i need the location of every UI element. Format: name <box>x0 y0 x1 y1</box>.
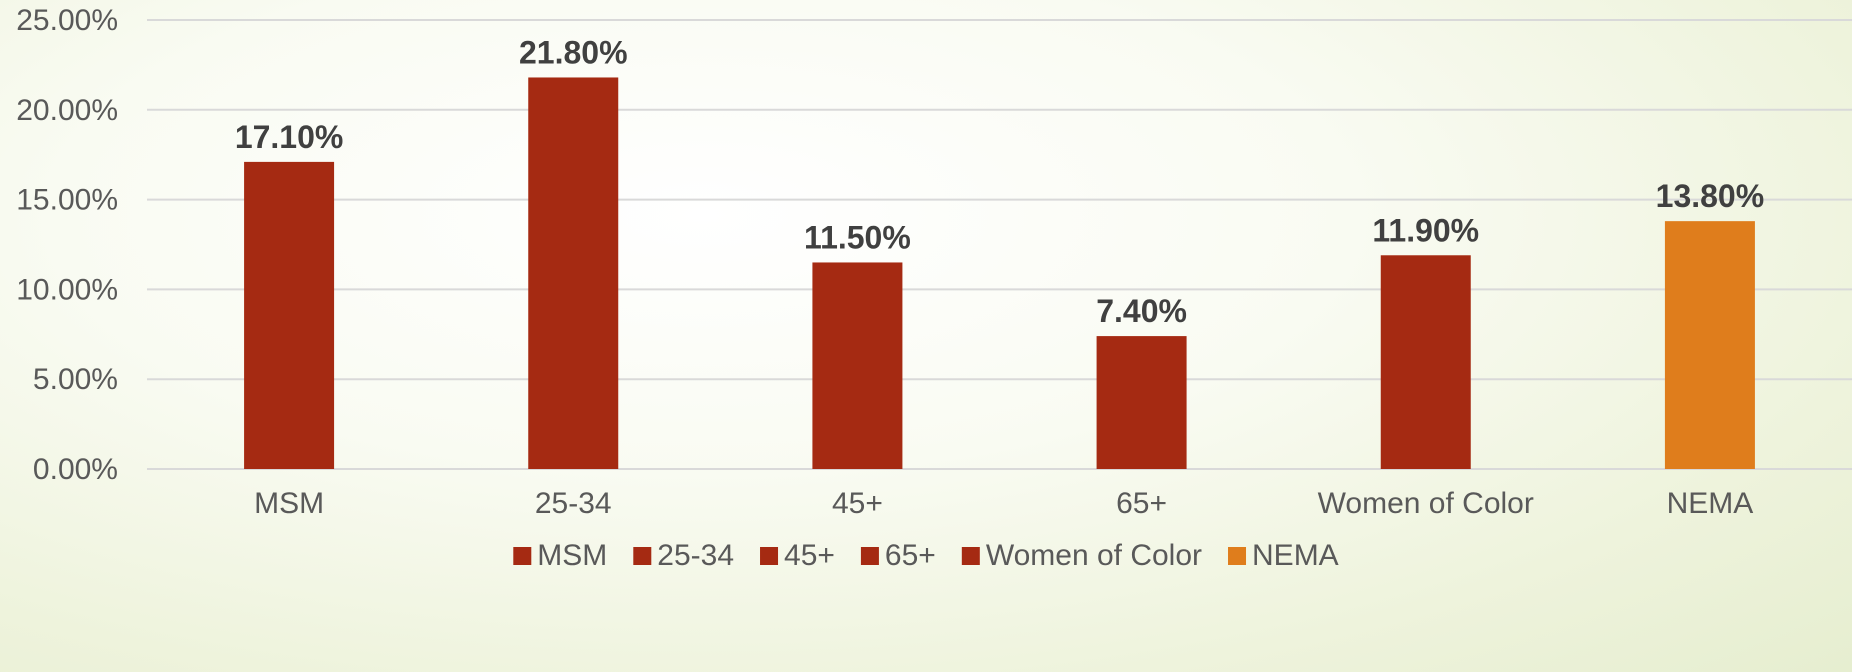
x-tick-label: Women of Color <box>1318 487 1534 520</box>
legend-swatch <box>760 547 779 565</box>
x-tick-label: MSM <box>254 487 324 520</box>
legend-label: 25-34 <box>657 539 734 572</box>
legend-label: NEMA <box>1252 539 1339 572</box>
bar-1 <box>528 77 619 470</box>
bar-0 <box>244 161 335 469</box>
data-label: 13.80% <box>1656 178 1765 214</box>
legend-label: Women of Color <box>986 539 1202 572</box>
y-tick-label: 15.00% <box>16 184 118 217</box>
data-label: 11.90% <box>1372 212 1479 248</box>
y-tick-label: 5.00% <box>33 363 118 396</box>
gridlines <box>147 19 1852 470</box>
legend: MSM 25-34 45+ 65+ Women of Color NEMA <box>513 539 1339 572</box>
bar-4 <box>1380 255 1471 469</box>
data-label: 7.40% <box>1096 293 1187 329</box>
legend-swatch <box>1228 547 1247 565</box>
bar-3 <box>1096 336 1187 469</box>
legend-label: MSM <box>537 539 607 572</box>
bars <box>244 77 1755 470</box>
legend-swatch <box>513 547 532 565</box>
x-tick-label: 45+ <box>832 487 883 520</box>
legend-label: 65+ <box>885 539 936 572</box>
x-tick-label: 65+ <box>1116 487 1167 520</box>
data-label: 17.10% <box>235 119 344 155</box>
x-tick-label: 25-34 <box>535 487 612 520</box>
x-axis-ticks: MSM 25-34 45+ 65+ Women of Color NEMA <box>254 487 1753 520</box>
y-tick-label: 25.00% <box>16 4 118 37</box>
y-tick-label: 20.00% <box>16 94 118 127</box>
x-tick-label: NEMA <box>1667 487 1754 520</box>
data-label: 11.50% <box>804 219 911 255</box>
data-labels: 17.10% 21.80% 11.50% 7.40% 11.90% 13.80% <box>235 34 1764 329</box>
legend-swatch <box>961 547 980 565</box>
legend-swatch <box>633 547 652 565</box>
bar-5 <box>1664 221 1755 469</box>
y-tick-label: 0.00% <box>33 453 118 486</box>
y-tick-label: 10.00% <box>16 273 118 306</box>
y-axis-ticks: 0.00% 5.00% 10.00% 15.00% 20.00% 25.00% <box>16 4 118 486</box>
data-label: 21.80% <box>519 34 628 70</box>
bar-2 <box>812 262 903 469</box>
legend-swatch <box>860 547 879 565</box>
legend-label: 45+ <box>784 539 835 572</box>
